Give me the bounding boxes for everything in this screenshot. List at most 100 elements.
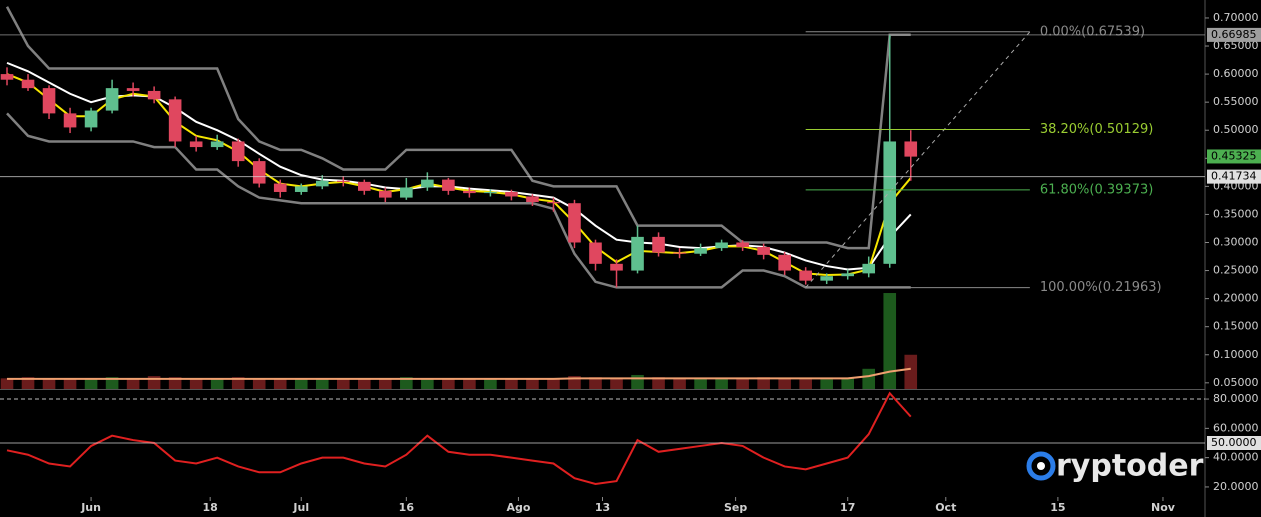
indicator-line	[6, 112, 911, 289]
candle-body	[231, 141, 245, 162]
y-tick-label: 20.0000	[1213, 480, 1259, 493]
volume-bar	[820, 379, 833, 389]
fib-label: 100.00%(0.21963)	[1040, 280, 1162, 295]
x-tick-label: 18	[203, 501, 218, 514]
candle-body	[673, 252, 686, 254]
candle-body	[778, 254, 791, 271]
volume-bar	[421, 378, 434, 389]
volume-bar	[210, 378, 224, 389]
volume-bar	[757, 377, 770, 389]
candle-body	[252, 161, 266, 184]
candle-body	[315, 180, 329, 187]
fib-label: 61.80%(0.39373)	[1040, 182, 1153, 197]
volume-bar	[631, 374, 644, 389]
volume-bar	[862, 368, 876, 389]
volume-bar	[336, 378, 350, 389]
volume-bar	[84, 378, 98, 389]
volume-bar	[673, 378, 686, 389]
candle-body	[547, 202, 560, 204]
volume-bar	[589, 377, 602, 389]
candle-body	[210, 141, 224, 148]
x-tick-label: Nov	[1151, 501, 1176, 514]
y-tick-label: 80.0000	[1213, 392, 1259, 405]
volume-bar	[778, 378, 791, 389]
candle-body	[379, 190, 392, 198]
volume-bar	[105, 377, 119, 389]
price-box	[1207, 149, 1261, 164]
x-tick-label: Sep	[724, 501, 747, 514]
fib-trend	[805, 31, 1031, 288]
volume-bar	[358, 379, 371, 389]
candle-body	[421, 179, 434, 188]
candle-body	[358, 181, 371, 191]
y-tick-label: 40.0000	[1213, 451, 1259, 464]
x-tick-label: Jul	[292, 501, 309, 514]
volume-bar	[315, 378, 329, 389]
candle-body	[505, 191, 518, 197]
y-tick-label: 0.50000	[1213, 123, 1259, 136]
x-tick-label: 16	[399, 501, 415, 514]
candle-body	[526, 196, 539, 203]
logo-icon	[1026, 451, 1056, 481]
volume-bar	[168, 377, 182, 389]
panel	[0, 391, 1205, 486]
x-tick-label: 15	[1050, 501, 1065, 514]
volume-bar	[904, 354, 918, 389]
volume-bar	[463, 379, 476, 389]
candle-body	[841, 273, 855, 277]
y-tick-label: 60.0000	[1213, 421, 1259, 434]
x-tick-label: Ago	[506, 501, 530, 514]
volume-bar	[715, 378, 728, 389]
candle-body	[862, 263, 876, 274]
volume-bar	[505, 379, 518, 389]
volume-bar	[189, 378, 203, 389]
volume-bar	[736, 378, 749, 389]
price-label: 0.45325	[1211, 149, 1257, 162]
candle-body	[0, 74, 14, 80]
candle-body	[105, 88, 119, 111]
indicator-line	[6, 73, 912, 277]
candle-body	[820, 276, 833, 281]
y-tick-label: 0.70000	[1213, 11, 1259, 24]
candle-body	[694, 248, 707, 254]
y-tick-label: 0.15000	[1213, 320, 1259, 333]
volume-bar	[21, 377, 35, 389]
candle-body	[63, 113, 77, 128]
price-label: 0.66985	[1211, 28, 1257, 41]
volume-bar	[273, 378, 287, 389]
price-box	[1207, 27, 1261, 42]
volume-bar	[42, 378, 56, 389]
candle-body	[652, 236, 665, 253]
candle-body	[715, 242, 728, 249]
volume-bar	[126, 378, 140, 389]
watermark: ryptoder	[1026, 449, 1204, 484]
candle-body	[757, 246, 770, 255]
price-box	[1207, 169, 1261, 184]
candle-body	[168, 99, 182, 142]
candle-body	[42, 88, 56, 114]
volume-bar	[610, 378, 623, 389]
y-tick-label: 0.25000	[1213, 264, 1259, 277]
x-tick-label: 13	[595, 501, 610, 514]
candle-body	[273, 183, 287, 192]
candle-body	[736, 242, 749, 247]
candle-body	[336, 180, 350, 182]
volume-bar	[799, 379, 812, 389]
volume-bar	[400, 377, 413, 389]
volume-bar	[252, 378, 266, 389]
volume-bar	[547, 378, 560, 389]
x-tick-label: Jun	[80, 501, 101, 514]
indicator-line	[5, 6, 911, 250]
fib-label: 0.00%(0.67539)	[1040, 24, 1145, 39]
volume-bar	[442, 379, 455, 389]
fib-label: 38.20%(0.50129)	[1040, 122, 1153, 137]
indicator-line	[6, 61, 912, 271]
volume-bar	[652, 377, 665, 389]
panel	[0, 6, 918, 389]
candle-body	[904, 141, 918, 157]
candle-body	[463, 190, 476, 194]
candle-body	[400, 187, 413, 198]
y-tick-label: 0.05000	[1213, 376, 1259, 389]
candle-body	[799, 270, 812, 281]
candle-body	[568, 203, 581, 243]
